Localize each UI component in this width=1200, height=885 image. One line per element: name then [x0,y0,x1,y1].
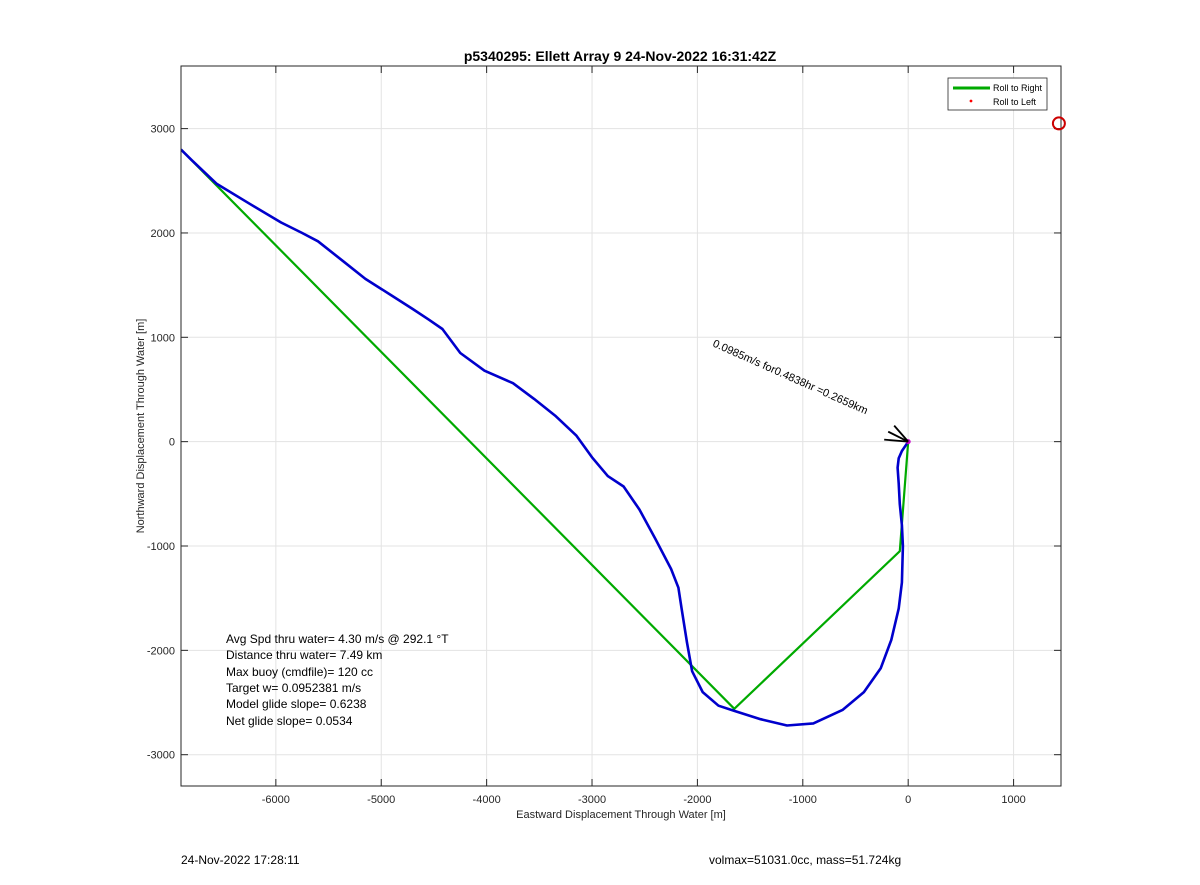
x-tick-label: -1000 [789,794,817,806]
current-arrow [887,430,909,443]
x-tick-label: -5000 [367,794,395,806]
grid [181,66,1061,786]
y-tick-label: -3000 [147,750,175,762]
legend-label-roll-right: Roll to Right [993,83,1043,93]
x-tick-label: -4000 [473,794,501,806]
y-tick-label: -2000 [147,645,175,657]
y-tick-label: -1000 [147,541,175,553]
legend: Roll to Right Roll to Left [947,77,1048,111]
annotation-avg-speed: Avg Spd thru water= 4.30 m/s @ 292.1 °T [226,632,449,646]
footer-vol-mass: volmax=51031.0cc, mass=51.724kg [709,853,901,867]
end-marker-circle [1051,116,1066,131]
stats-annotations: Avg Spd thru water= 4.30 m/s @ 292.1 °T … [226,632,449,728]
y-tick-label: 1000 [151,332,175,344]
series-layer [181,148,910,727]
annotation-distance: Distance thru water= 7.49 km [226,648,382,662]
annotation-target-w: Target w= 0.0952381 m/s [226,681,361,695]
annotation-max-buoy: Max buoy (cmdfile)= 120 cc [226,665,373,679]
legend-box [947,77,1048,111]
y-tick-label: 0 [169,437,175,449]
x-tick-label: 0 [905,794,911,806]
axes-box [180,65,1062,787]
x-tick-label: 1000 [1001,794,1025,806]
plot-area [181,66,1061,786]
marker-layer [884,116,1066,445]
y-tick-label: 3000 [151,124,175,136]
legend-label-roll-left: Roll to Left [993,97,1037,107]
y-axis-label: Northward Displacement Through Water [m] [135,319,147,534]
x-tick-label: -6000 [262,794,290,806]
footer-timestamp: 24-Nov-2022 17:28:11 [181,853,300,867]
legend-dot-roll-left [969,99,973,103]
annotation-net-glide: Net glide slope= 0.0534 [226,714,353,728]
annotation-model-glide: Model glide slope= 0.6238 [226,697,367,711]
x-tick-label: -2000 [683,794,711,806]
x-tick-label: -3000 [578,794,606,806]
y-tick-label: 2000 [151,228,175,240]
chart-title: p5340295: Ellett Array 9 24-Nov-2022 16:… [464,48,777,64]
series-track-line [181,148,910,727]
current-arrow [884,438,909,443]
series-roll-right-line [181,148,910,710]
x-axis-label: Eastward Displacement Through Water [m] [516,809,726,821]
current-arrow [893,425,909,443]
